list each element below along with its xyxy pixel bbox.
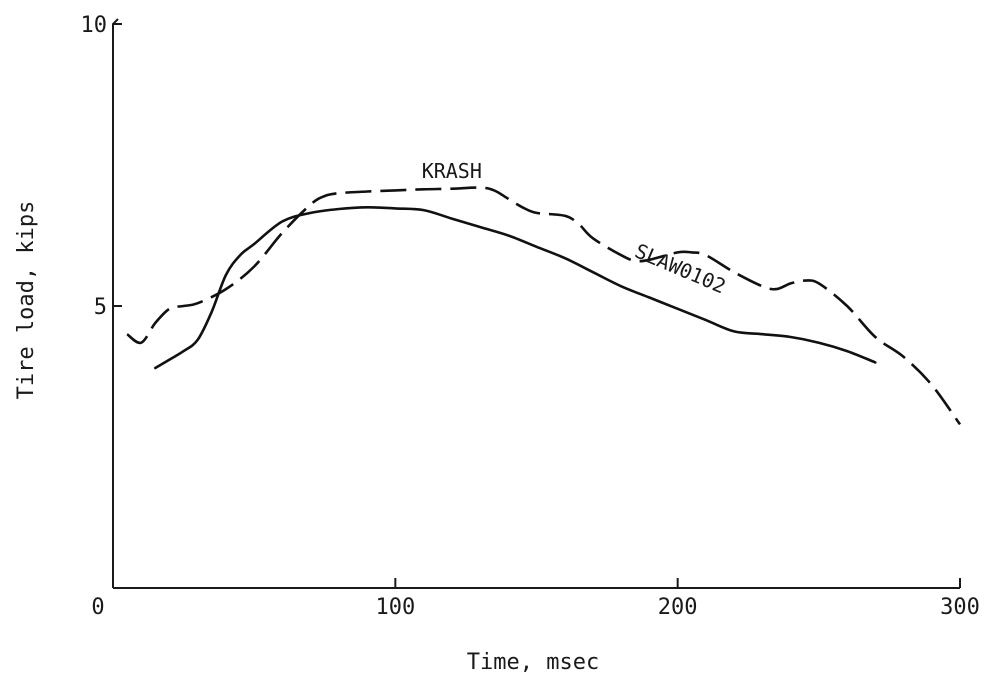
- series-label-krash: KRASH: [422, 159, 482, 183]
- series-layer: [126, 186, 962, 426]
- x-axis-title: Time, msec: [467, 650, 599, 675]
- y-tick-label: 5: [94, 295, 107, 320]
- x-tick-label: 0: [91, 595, 104, 620]
- series-label-slaw0102: SLAW0102: [631, 239, 729, 299]
- series-line-slaw0102: [154, 205, 877, 370]
- y-tick-label: 10: [81, 13, 108, 38]
- x-ticks: 0 100 200 300: [91, 578, 980, 620]
- axes: [112, 18, 960, 589]
- y-axis-title: Tire load, kips: [14, 201, 39, 400]
- series-line-krash: [126, 186, 962, 426]
- x-tick-label: 100: [375, 595, 415, 620]
- x-tick-label: 200: [658, 595, 698, 620]
- y-axis: [112, 18, 119, 588]
- series-labels: KRASH SLAW0102: [422, 159, 730, 298]
- y-ticks: 5 10: [81, 13, 122, 320]
- x-tick-label: 300: [940, 595, 980, 620]
